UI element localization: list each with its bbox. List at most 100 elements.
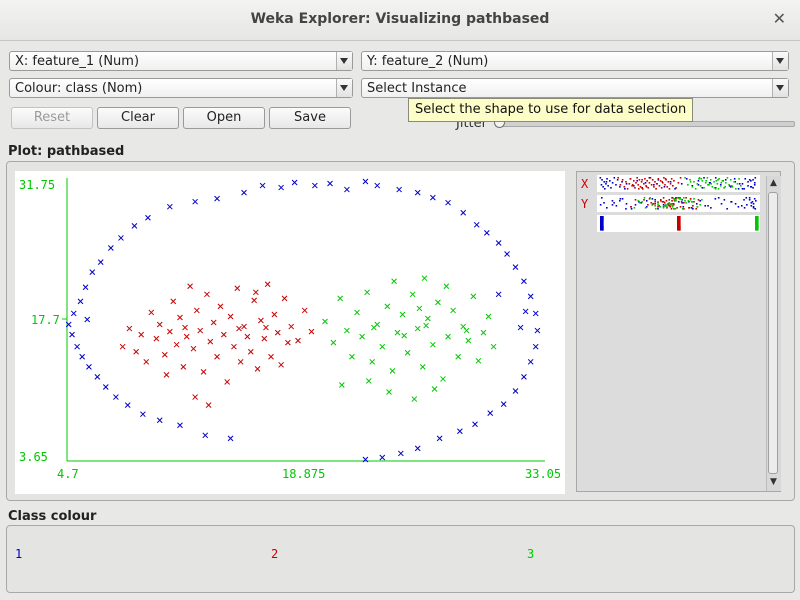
data-point[interactable] xyxy=(124,402,131,408)
scrollbar-thumb[interactable] xyxy=(768,192,778,474)
data-point[interactable] xyxy=(143,358,150,365)
close-icon[interactable]: ✕ xyxy=(772,9,786,28)
data-point[interactable] xyxy=(89,269,96,276)
data-point[interactable] xyxy=(148,309,155,316)
data-point[interactable] xyxy=(210,319,217,326)
data-point[interactable] xyxy=(118,235,124,241)
data-point[interactable] xyxy=(463,327,470,334)
data-point[interactable] xyxy=(173,341,180,348)
data-point[interactable] xyxy=(285,339,291,346)
data-point[interactable] xyxy=(396,186,403,193)
data-point[interactable] xyxy=(362,456,369,463)
reset-button[interactable]: Reset xyxy=(11,107,93,129)
data-point[interactable] xyxy=(247,348,254,355)
data-point[interactable] xyxy=(344,186,350,193)
data-point[interactable] xyxy=(419,363,426,370)
data-point[interactable] xyxy=(241,189,247,196)
data-point[interactable] xyxy=(131,222,138,229)
data-point[interactable] xyxy=(512,264,519,270)
data-point[interactable] xyxy=(423,322,429,329)
save-button[interactable]: Save xyxy=(269,107,351,129)
data-point[interactable] xyxy=(74,343,80,350)
data-point[interactable] xyxy=(291,179,298,186)
data-point[interactable] xyxy=(480,329,487,336)
scatter-plot-canvas[interactable]: 31.75 17.7 3.65 4.7 18.875 33.05 xyxy=(15,171,565,494)
data-point[interactable] xyxy=(455,353,462,360)
data-point[interactable] xyxy=(483,230,490,236)
y-axis-select[interactable]: Y: feature_2 (Num) xyxy=(361,51,789,71)
data-point[interactable] xyxy=(369,358,376,365)
data-point[interactable] xyxy=(435,299,441,306)
data-point[interactable] xyxy=(512,388,519,394)
data-point[interactable] xyxy=(261,335,268,342)
data-point[interactable] xyxy=(338,382,345,388)
data-point[interactable] xyxy=(504,251,510,257)
data-point[interactable] xyxy=(470,293,477,300)
data-point[interactable] xyxy=(224,379,231,385)
scroll-down-icon[interactable]: ▼ xyxy=(770,477,777,487)
data-point[interactable] xyxy=(79,353,86,360)
data-point[interactable] xyxy=(414,445,421,452)
data-point[interactable] xyxy=(364,289,370,296)
data-point[interactable] xyxy=(445,199,451,206)
data-point[interactable] xyxy=(327,180,333,187)
data-point[interactable] xyxy=(472,421,478,428)
data-point[interactable] xyxy=(94,374,101,380)
data-point[interactable] xyxy=(192,394,198,400)
data-point[interactable] xyxy=(252,289,259,296)
data-point[interactable] xyxy=(295,337,301,344)
data-point[interactable] xyxy=(301,307,308,314)
data-point[interactable] xyxy=(82,284,89,291)
data-point[interactable] xyxy=(237,358,244,365)
data-point[interactable] xyxy=(258,317,264,324)
data-point[interactable] xyxy=(430,341,436,348)
data-point[interactable] xyxy=(153,335,160,342)
data-point[interactable] xyxy=(475,357,482,364)
data-point[interactable] xyxy=(362,178,369,185)
chevron-down-icon[interactable] xyxy=(336,52,352,70)
attribute-strip-feature-1[interactable] xyxy=(597,175,760,192)
data-point[interactable] xyxy=(457,428,463,435)
data-point[interactable] xyxy=(70,310,77,317)
data-point[interactable] xyxy=(163,372,170,378)
data-point[interactable] xyxy=(389,368,396,374)
data-point[interactable] xyxy=(187,283,193,290)
data-point[interactable] xyxy=(204,291,210,298)
data-point[interactable] xyxy=(414,325,421,332)
data-point[interactable] xyxy=(156,321,163,328)
data-point[interactable] xyxy=(443,283,450,290)
data-point[interactable] xyxy=(263,324,269,331)
data-point[interactable] xyxy=(359,333,365,340)
data-point[interactable] xyxy=(416,305,423,312)
data-point[interactable] xyxy=(241,323,247,330)
data-point[interactable] xyxy=(274,329,281,336)
data-point[interactable] xyxy=(254,365,261,372)
data-point[interactable] xyxy=(487,410,494,417)
data-point[interactable] xyxy=(500,401,507,407)
data-point[interactable] xyxy=(119,343,126,350)
data-point[interactable] xyxy=(214,353,220,360)
data-point[interactable] xyxy=(354,309,360,316)
data-point[interactable] xyxy=(409,291,416,298)
data-point[interactable] xyxy=(436,435,443,442)
data-point[interactable] xyxy=(465,337,472,344)
data-point[interactable] xyxy=(517,324,524,331)
data-point[interactable] xyxy=(227,435,234,442)
x-axis-select[interactable]: X: feature_1 (Num) xyxy=(9,51,353,71)
data-point[interactable] xyxy=(97,259,104,265)
data-point[interactable] xyxy=(527,358,534,365)
data-point[interactable] xyxy=(205,402,212,408)
data-point[interactable] xyxy=(183,333,190,340)
data-point[interactable] xyxy=(145,214,151,221)
data-point[interactable] xyxy=(193,307,200,314)
data-point[interactable] xyxy=(522,308,529,315)
data-point[interactable] xyxy=(138,331,145,338)
chevron-down-icon[interactable] xyxy=(772,52,788,70)
data-point[interactable] xyxy=(86,363,92,370)
data-point[interactable] xyxy=(521,374,527,380)
data-point[interactable] xyxy=(207,338,214,345)
data-point[interactable] xyxy=(69,331,75,338)
data-point[interactable] xyxy=(192,198,198,205)
data-point[interactable] xyxy=(190,345,197,352)
data-point[interactable] xyxy=(386,389,392,395)
